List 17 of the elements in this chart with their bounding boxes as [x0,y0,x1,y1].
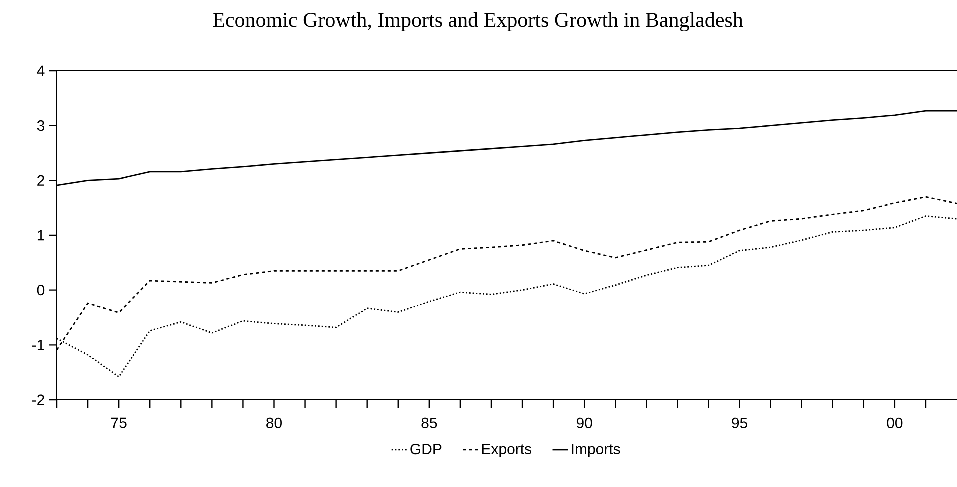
y-tick-label: 4 [37,66,45,76]
x-tick-label: 75 [111,418,127,428]
x-tick-label: 90 [576,418,592,428]
y-tick-label: -1 [32,340,44,350]
y-tick-label: 0 [37,285,45,296]
chart-title: Economic Growth, Imports and Exports Growth in Bangladesh [213,12,744,32]
x-tick-label: 85 [422,418,438,428]
legend-label: Imports [572,444,620,458]
x-tick-label: 95 [732,418,748,428]
y-tick-label: 2 [38,175,44,186]
legend-label: GDP [410,444,442,455]
legend-label: Exports [482,444,532,458]
y-tick-label: -2 [32,394,44,406]
y-tick-label: 1 [38,230,44,241]
x-tick-label: 80 [266,418,282,428]
y-tick-label: 3 [37,120,45,132]
x-tick-label: 00 [887,418,903,428]
